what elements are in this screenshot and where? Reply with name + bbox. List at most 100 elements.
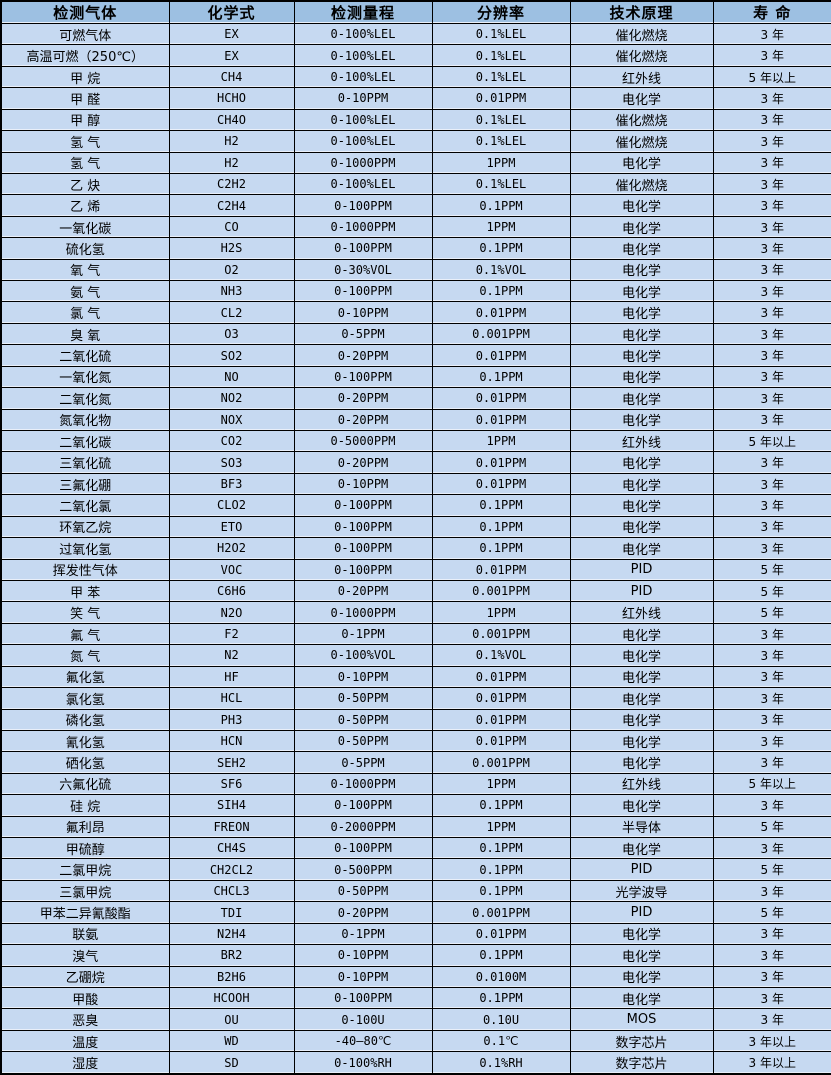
- table-row: 过氧化氢 H2O2 0-100PPM 0.1PPM 电化学 3 年: [0, 537, 831, 560]
- table-row: 氯 气 CL2 0-10PPM 0.01PPM 电化学 3 年: [0, 301, 831, 324]
- gas-name-cell: 高温可燃（250℃）: [0, 44, 170, 67]
- gas-name-cell: 挥发性气体: [0, 558, 170, 581]
- technical-principle-cell: 电化学: [569, 944, 714, 967]
- table-row: 二氧化氮 NO2 0-20PPM 0.01PPM 电化学 3 年: [0, 387, 831, 410]
- gas-name-cell: 臭 氧: [0, 322, 170, 346]
- technical-principle-cell: 半导体: [569, 815, 714, 839]
- technical-principle-cell: 数字芯片: [569, 1051, 714, 1075]
- chemical-formula-cell: SO2: [168, 344, 295, 367]
- lifespan-cell: 3 年: [712, 280, 831, 303]
- detection-range-cell: 0-100PPM: [293, 237, 433, 260]
- chemical-formula-cell: SF6: [168, 772, 295, 796]
- technical-principle-cell: 电化学: [569, 665, 714, 689]
- resolution-cell: 0.1PPM: [431, 537, 571, 560]
- resolution-cell: 0.1%LEL: [431, 44, 571, 67]
- table-row: 乙硼烷 B2H6 0-10PPM 0.0100M 电化学 3 年: [0, 965, 831, 988]
- resolution-cell: 0.1PPM: [431, 194, 571, 217]
- table-row: 一氧化碳 CO 0-1000PPM 1PPM 电化学 3 年: [0, 215, 831, 239]
- chemical-formula-cell: HCHO: [168, 87, 295, 110]
- gas-name-cell: 磷化氢: [0, 708, 170, 731]
- gas-name-cell: 三氟化硼: [0, 472, 170, 496]
- gas-name-cell: 甲酸: [0, 986, 170, 1010]
- detection-range-cell: 0-20PPM: [293, 408, 433, 432]
- gas-name-cell: 氯 气: [0, 301, 170, 324]
- chemical-formula-cell: SD: [168, 1051, 295, 1075]
- gas-name-cell: 一氧化氮: [0, 365, 170, 389]
- technical-principle-cell: 电化学: [569, 237, 714, 260]
- lifespan-cell: 3 年: [712, 472, 831, 496]
- table-row: 湿度 SD 0-100%RH 0.1%RH 数字芯片 3 年以上: [0, 1051, 831, 1075]
- chemical-formula-cell: CH4S: [168, 837, 295, 860]
- table-row: 氰化氢 HCN 0-50PPM 0.01PPM 电化学 3 年: [0, 729, 831, 753]
- chemical-formula-cell: CO2: [168, 430, 295, 453]
- chemical-formula-cell: VOC: [168, 558, 295, 581]
- lifespan-cell: 3 年: [712, 130, 831, 153]
- technical-principle-cell: 电化学: [569, 729, 714, 753]
- detection-range-cell: 0-5PPM: [293, 751, 433, 774]
- chemical-formula-cell: O3: [168, 322, 295, 346]
- column-header-technical-principle: 技术原理: [569, 0, 714, 24]
- lifespan-cell: 3 年: [712, 665, 831, 689]
- detection-range-cell: 0-10PPM: [293, 87, 433, 110]
- chemical-formula-cell: CO: [168, 215, 295, 239]
- technical-principle-cell: PID: [569, 858, 714, 881]
- resolution-cell: 0.01PPM: [431, 87, 571, 110]
- table-row: 一氧化氮 NO 0-100PPM 0.1PPM 电化学 3 年: [0, 365, 831, 389]
- chemical-formula-cell: NO: [168, 365, 295, 389]
- table-row: 甲硫醇 CH4S 0-100PPM 0.1PPM 电化学 3 年: [0, 837, 831, 860]
- gas-name-cell: 笑 气: [0, 601, 170, 624]
- table-row: 磷化氢 PH3 0-50PPM 0.01PPM 电化学 3 年: [0, 708, 831, 731]
- gas-name-cell: 氯化氢: [0, 687, 170, 710]
- technical-principle-cell: 电化学: [569, 322, 714, 346]
- technical-principle-cell: MOS: [569, 1008, 714, 1031]
- technical-principle-cell: 电化学: [569, 280, 714, 303]
- technical-principle-cell: 电化学: [569, 451, 714, 474]
- technical-principle-cell: 红外线: [569, 65, 714, 89]
- resolution-cell: 0.01PPM: [431, 344, 571, 367]
- resolution-cell: 0.0100M: [431, 965, 571, 988]
- resolution-cell: 0.01PPM: [431, 387, 571, 410]
- detection-range-cell: 0-1PPM: [293, 922, 433, 946]
- technical-principle-cell: 电化学: [569, 622, 714, 646]
- technical-principle-cell: PID: [569, 579, 714, 603]
- detection-range-cell: 0-10PPM: [293, 472, 433, 496]
- lifespan-cell: 5 年: [712, 901, 831, 924]
- chemical-formula-cell: PH3: [168, 708, 295, 731]
- technical-principle-cell: 电化学: [569, 215, 714, 239]
- lifespan-cell: 3 年: [712, 344, 831, 367]
- resolution-cell: 0.1%VOL: [431, 258, 571, 282]
- resolution-cell: 0.1PPM: [431, 280, 571, 303]
- lifespan-cell: 3 年: [712, 301, 831, 324]
- lifespan-cell: 3 年: [712, 965, 831, 988]
- technical-principle-cell: 电化学: [569, 494, 714, 517]
- detection-range-cell: 0-1000PPM: [293, 215, 433, 239]
- resolution-cell: 0.1PPM: [431, 837, 571, 860]
- table-row: 联氨 N2H4 0-1PPM 0.01PPM 电化学 3 年: [0, 922, 831, 946]
- header-row: 检测气体 化学式 检测量程 分辨率 技术原理寿 命: [0, 0, 831, 24]
- detection-range-cell: 0-50PPM: [293, 708, 433, 731]
- lifespan-cell: 3 年: [712, 751, 831, 774]
- table-row: 高温可燃（250℃） EX 0-100%LEL 0.1%LEL 催化燃烧 3 年: [0, 44, 831, 67]
- table-row: 硅 烷 SIH4 0-100PPM 0.1PPM 电化学 3 年: [0, 794, 831, 817]
- table-row: 氮 气 N2 0-100%VOL 0.1%VOL 电化学 3 年: [0, 644, 831, 667]
- gas-name-cell: 温度: [0, 1029, 170, 1053]
- chemical-formula-cell: CLO2: [168, 494, 295, 517]
- gas-name-cell: 二氧化硫: [0, 344, 170, 367]
- chemical-formula-cell: CH2CL2: [168, 858, 295, 881]
- column-header-detection-range: 检测量程: [293, 0, 433, 24]
- technical-principle-cell: 催化燃烧: [569, 130, 714, 153]
- resolution-cell: 0.001PPM: [431, 751, 571, 774]
- gas-name-cell: 硫化氢: [0, 237, 170, 260]
- lifespan-cell: 3 年: [712, 408, 831, 432]
- table-row: 氧 气 O2 0-30%VOL 0.1%VOL 电化学 3 年: [0, 258, 831, 282]
- detection-range-cell: 0-10PPM: [293, 665, 433, 689]
- chemical-formula-cell: N2H4: [168, 922, 295, 946]
- detection-range-cell: 0-100PPM: [293, 194, 433, 217]
- table-row: 六氟化硫 SF6 0-1000PPM 1PPM 红外线 5 年以上: [0, 772, 831, 796]
- technical-principle-cell: 电化学: [569, 301, 714, 324]
- resolution-cell: 0.1%VOL: [431, 644, 571, 667]
- technical-principle-cell: 催化燃烧: [569, 44, 714, 67]
- chemical-formula-cell: HCN: [168, 729, 295, 753]
- lifespan-cell: 3 年: [712, 172, 831, 196]
- column-header-chemical-formula: 化学式: [168, 0, 295, 24]
